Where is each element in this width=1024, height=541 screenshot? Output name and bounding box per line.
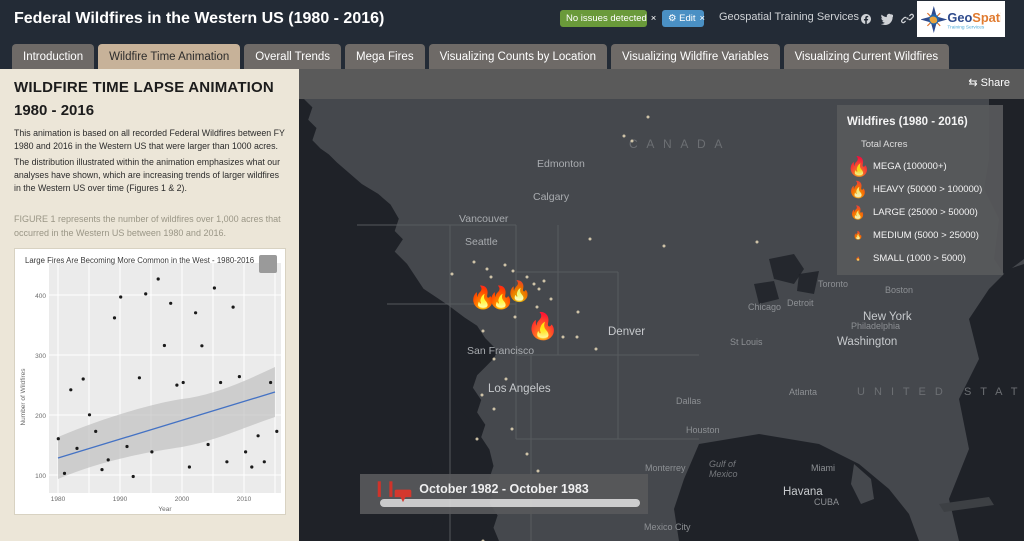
svg-text:2010: 2010 <box>237 496 252 503</box>
svg-text:1990: 1990 <box>113 496 128 503</box>
svg-text:1980: 1980 <box>51 496 66 503</box>
svg-text:Number of Wildfires: Number of Wildfires <box>20 368 27 426</box>
svg-text:GeoSpatial: GeoSpatial <box>947 9 1001 24</box>
svg-text:Year: Year <box>158 506 172 513</box>
svg-text:100: 100 <box>35 473 46 480</box>
svg-text:2000: 2000 <box>175 496 190 503</box>
svg-text:300: 300 <box>35 353 46 360</box>
svg-text:400: 400 <box>35 293 46 300</box>
svg-text:Training Services: Training Services <box>947 24 984 30</box>
svg-text:200: 200 <box>35 413 46 420</box>
